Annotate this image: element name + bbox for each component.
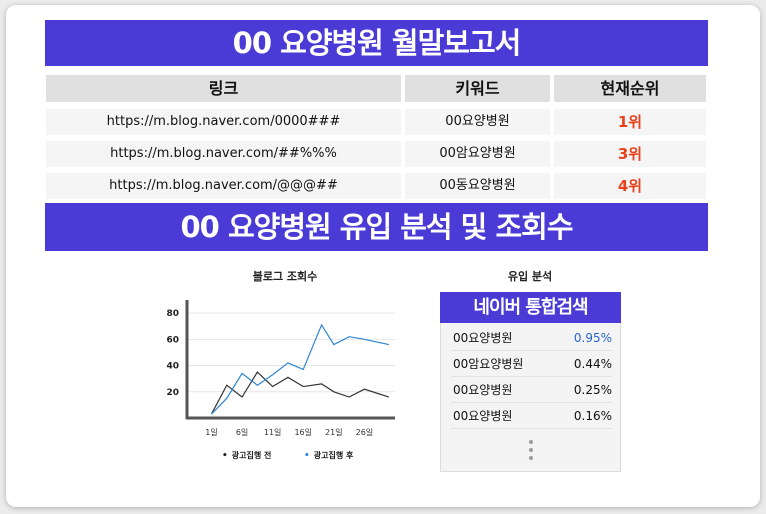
- x-tick-label: 6일: [236, 428, 248, 437]
- inflow-row: 00요양병원 0.16%: [451, 403, 612, 429]
- header-rank: 현재순위: [554, 75, 706, 102]
- legend-dot-icon: •: [222, 451, 228, 461]
- header-link: 링크: [46, 75, 401, 102]
- x-tick-label: 1일: [205, 428, 217, 437]
- series-line-before: [210, 371, 390, 415]
- series-line-after: [211, 323, 390, 415]
- row-link[interactable]: https://m.blog.naver.com/@@@##: [46, 173, 401, 199]
- inflow-value: 0.25%: [573, 383, 612, 397]
- y-tick-label: 40: [166, 362, 179, 372]
- row-rank: 4위: [554, 173, 706, 199]
- row-link[interactable]: https://m.blog.naver.com/0000###: [46, 109, 401, 135]
- inflow-row: 00요양병원 0.25%: [451, 377, 612, 403]
- y-tick-label: 60: [166, 335, 179, 345]
- more-dots-icon[interactable]: [529, 440, 533, 464]
- legend-label: 광고집행 후: [313, 451, 354, 460]
- inflow-keyword: 00요양병원: [453, 383, 513, 397]
- naver-search-label: 네이버 통합검색: [440, 292, 621, 323]
- inflow-row: 00요양병원 0.95%: [451, 325, 612, 351]
- y-tick-label: 80: [166, 309, 179, 319]
- header-keyword: 키워드: [405, 75, 550, 102]
- inflow-panel: 00요양병원 0.95% 00암요양병원 0.44% 00요양병원 0.25% …: [440, 323, 621, 472]
- inflow-keyword: 00요양병원: [453, 409, 513, 423]
- inflow-value: 0.95%: [573, 331, 612, 345]
- row-link[interactable]: https://m.blog.naver.com/##%%%: [46, 141, 401, 167]
- report-title: 00 요양병원 월말보고서: [45, 20, 708, 66]
- y-tick-label: 20: [166, 388, 179, 398]
- chart-title: 블로그 조회수: [252, 270, 318, 283]
- inflow-keyword: 00암요양병원: [453, 357, 524, 371]
- inflow-title: 유입 분석: [507, 270, 553, 283]
- row-rank: 3위: [554, 141, 706, 167]
- x-tick-label: 26일: [356, 428, 374, 437]
- x-tick-label: 11일: [264, 428, 282, 437]
- legend-dot-icon: •: [304, 451, 310, 461]
- legend-after: • 광고집행 후: [304, 450, 353, 461]
- legend-before: • 광고집행 전: [222, 450, 271, 461]
- inflow-row: 00암요양병원 0.44%: [451, 351, 612, 377]
- row-keyword: 00요양병원: [405, 109, 550, 135]
- row-rank: 1위: [554, 109, 706, 135]
- inflow-keyword: 00요양병원: [453, 331, 513, 345]
- x-tick-label: 16일: [294, 428, 312, 437]
- views-line-chart: 20 40 60 80 1일 6일 11일 16일 21일 26일: [166, 300, 395, 437]
- legend-label: 광고집행 전: [231, 451, 272, 460]
- inflow-value: 0.44%: [573, 357, 612, 371]
- x-tick-label: 21일: [325, 428, 343, 437]
- section-title-inflow: 00 요양병원 유입 분석 및 조회수: [45, 203, 708, 251]
- inflow-value: 0.16%: [573, 409, 612, 423]
- row-keyword: 00동요양병원: [405, 173, 550, 199]
- row-keyword: 00암요양병원: [405, 141, 550, 167]
